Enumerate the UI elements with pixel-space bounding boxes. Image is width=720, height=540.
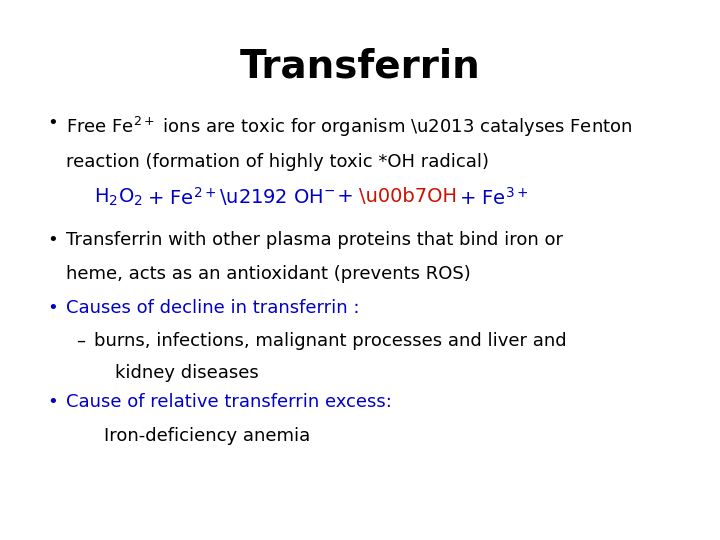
Text: Transferrin with other plasma proteins that bind iron or: Transferrin with other plasma proteins t… [66,231,563,249]
Text: heme, acts as an antioxidant (prevents ROS): heme, acts as an antioxidant (prevents R… [66,265,471,283]
Text: reaction (formation of highly toxic *OH radical): reaction (formation of highly toxic *OH … [66,153,490,171]
Text: •: • [48,114,58,132]
Text: Cause of relative transferrin excess:: Cause of relative transferrin excess: [66,393,392,411]
Text: •: • [48,299,58,316]
Text: +: + [331,187,360,206]
Text: kidney diseases: kidney diseases [114,364,258,382]
Text: + Fe$^{2+}$: + Fe$^{2+}$ [141,187,216,209]
Text: H$_2$O$_2$: H$_2$O$_2$ [94,187,143,208]
Text: + Fe$^{3+}$: + Fe$^{3+}$ [453,187,528,209]
Text: Iron-deficiency anemia: Iron-deficiency anemia [104,427,310,444]
Text: Transferrin: Transferrin [240,47,480,85]
Text: Causes of decline in transferrin :: Causes of decline in transferrin : [66,299,360,316]
Text: –: – [76,332,86,350]
Text: Free Fe$^{2+}$ ions are toxic for organism \u2013 catalyses Fenton: Free Fe$^{2+}$ ions are toxic for organi… [66,114,633,139]
Text: •: • [48,393,58,411]
Text: \u2192 OH$^{-}$: \u2192 OH$^{-}$ [213,187,336,207]
Text: \u00b7OH: \u00b7OH [359,187,457,206]
Text: burns, infections, malignant processes and liver and: burns, infections, malignant processes a… [94,332,567,350]
Text: •: • [48,231,58,249]
